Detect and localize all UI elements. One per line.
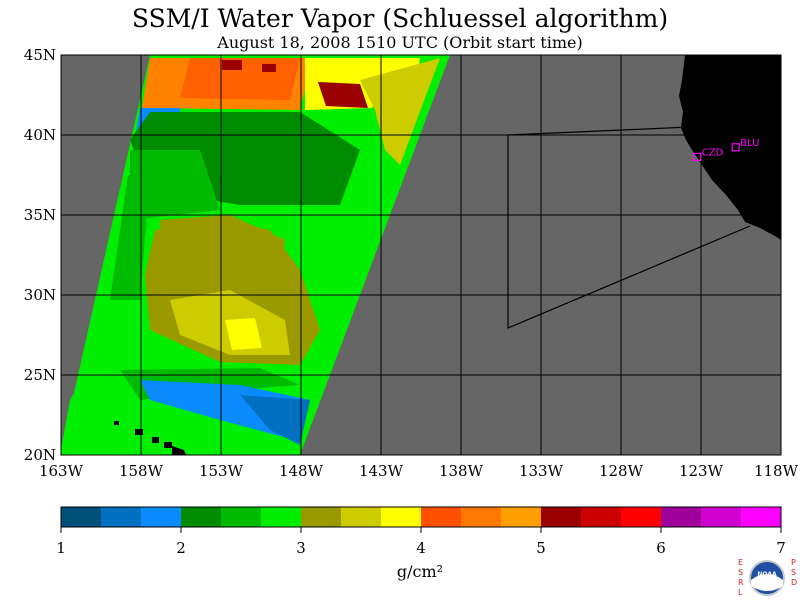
logo-left-letter: L bbox=[738, 588, 743, 597]
colorbar-unit: g/cm² bbox=[396, 562, 444, 581]
land-mass bbox=[679, 55, 781, 240]
logo-left-letter: R bbox=[738, 578, 744, 587]
noaa-badge-text: NOAA bbox=[757, 571, 777, 578]
swath-bright-yellow bbox=[225, 318, 262, 350]
colorbar-swatch bbox=[501, 507, 542, 527]
colorbar-swatch bbox=[221, 507, 262, 527]
colorbar-swatch bbox=[381, 507, 422, 527]
lon-tick-label: 153W bbox=[199, 462, 244, 480]
lat-tick-label: 35N bbox=[24, 206, 56, 224]
colorbar-tick-label: 3 bbox=[296, 539, 306, 557]
colorbar-tick-label: 6 bbox=[656, 539, 666, 557]
colorbar-swatch bbox=[341, 507, 382, 527]
lon-tick-label: 118W bbox=[754, 462, 799, 480]
colorbar-swatch bbox=[181, 507, 222, 527]
lat-tick-label: 40N bbox=[24, 126, 56, 144]
station-label: BLU bbox=[740, 138, 759, 149]
chart-title: SSM/I Water Vapor (Schluessel algorithm) bbox=[131, 4, 669, 33]
island bbox=[172, 446, 186, 455]
lon-tick-label: 128W bbox=[599, 462, 644, 480]
colorbar-swatch bbox=[141, 507, 182, 527]
lon-tick-label: 133W bbox=[519, 462, 564, 480]
dark-red-patch-right bbox=[318, 82, 368, 108]
dark-red-patch bbox=[222, 60, 242, 70]
lon-tick-label: 123W bbox=[679, 462, 724, 480]
colorbar bbox=[60, 506, 782, 528]
colorbar-swatch bbox=[101, 507, 142, 527]
station-marker bbox=[693, 152, 702, 161]
flight-track bbox=[507, 135, 751, 329]
island bbox=[135, 429, 143, 435]
lat-tick-label: 30N bbox=[24, 286, 56, 304]
colorbar-swatch bbox=[621, 507, 662, 527]
swath-yellow-right bbox=[360, 58, 440, 165]
latitude-labels: 45N 40N 35N 30N 25N 20N bbox=[24, 46, 56, 464]
colorbar-tick-label: 7 bbox=[776, 539, 786, 557]
dark-red-patch bbox=[262, 64, 276, 72]
swath-medium-green bbox=[130, 150, 220, 220]
island bbox=[152, 437, 159, 443]
colorbar-tick-label: 2 bbox=[176, 539, 186, 557]
island bbox=[164, 442, 172, 448]
station-label: CZD bbox=[702, 147, 724, 158]
chart-subtitle: August 18, 2008 1510 UTC (Orbit start ti… bbox=[217, 33, 583, 52]
colorbar-swatch bbox=[541, 507, 582, 527]
longitude-labels: 163W 158W 153W 148W 143W 138W 133W 128W 123W 118W bbox=[39, 462, 799, 480]
colorbar-swatch bbox=[301, 507, 342, 527]
plot-border bbox=[60, 54, 782, 456]
swath-left-edge bbox=[110, 175, 150, 300]
colorbar-ticks: 1 2 3 4 5 6 7 bbox=[56, 527, 786, 557]
swath bbox=[61, 55, 450, 455]
lon-tick-label: 158W bbox=[119, 462, 164, 480]
colorbar-swatch bbox=[741, 507, 782, 527]
colorbar-swatch bbox=[261, 507, 302, 527]
lon-tick-label: 148W bbox=[279, 462, 324, 480]
station-marker bbox=[731, 143, 740, 152]
logo-right-letter: S bbox=[791, 568, 796, 577]
colorbar-swatch bbox=[421, 507, 462, 527]
lon-tick-label: 163W bbox=[39, 462, 84, 480]
logo-left-letter: S bbox=[738, 568, 743, 577]
colorbar-tick-label: 1 bbox=[56, 539, 66, 557]
colorbar-swatch bbox=[701, 507, 742, 527]
colorbar-swatch bbox=[581, 507, 622, 527]
island bbox=[114, 421, 119, 425]
flight-track bbox=[507, 126, 691, 136]
noaa-emblem-wave bbox=[751, 574, 783, 591]
swath-olive-left bbox=[160, 215, 285, 280]
logo-right-letter: D bbox=[791, 578, 797, 587]
logo-left-letter: E bbox=[738, 558, 743, 567]
colorbar-tick-label: 4 bbox=[416, 539, 426, 557]
station-markers: CZD BLU bbox=[693, 138, 759, 161]
lon-tick-label: 138W bbox=[439, 462, 484, 480]
colorbar-swatch bbox=[61, 507, 102, 527]
lat-tick-label: 25N bbox=[24, 366, 56, 384]
lon-tick-label: 143W bbox=[359, 462, 404, 480]
colorbar-tick-label: 5 bbox=[536, 539, 546, 557]
lat-tick-label: 20N bbox=[24, 446, 56, 464]
colorbar-swatch bbox=[461, 507, 502, 527]
logo-right-letter: P bbox=[791, 558, 796, 567]
swath-blue-bottom-right bbox=[240, 395, 310, 445]
colorbar-swatch bbox=[661, 507, 702, 527]
lat-tick-label: 45N bbox=[24, 46, 56, 64]
